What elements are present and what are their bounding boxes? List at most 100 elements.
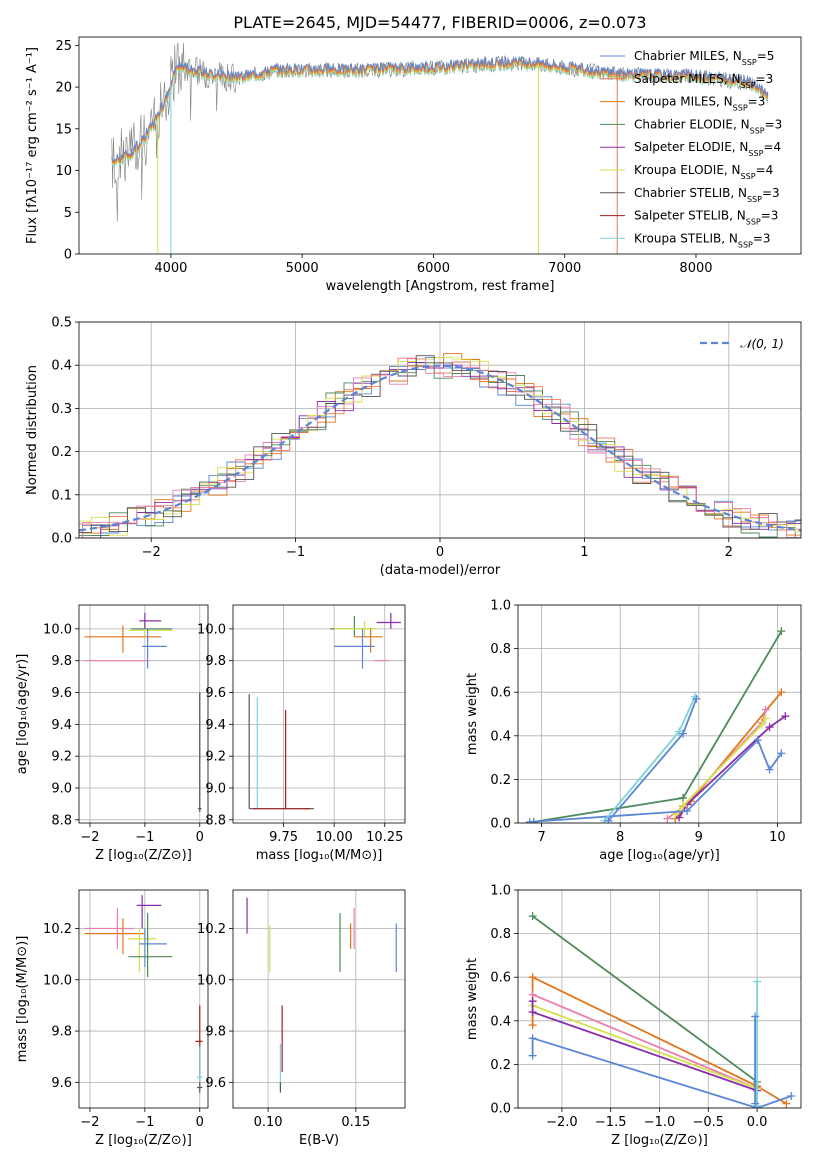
axes-frame <box>78 604 209 824</box>
plot-area <box>84 612 202 812</box>
plus-marker <box>753 736 762 745</box>
plot-area <box>248 612 401 810</box>
residuals-panel: −2 −1 0 1 2 0.0 0.1 0.2 0.3 0.4 0.5 (data-model)/er… <box>25 316 802 578</box>
x-tick-label: −1 <box>135 830 154 845</box>
plus-marker <box>604 816 613 823</box>
y-axis-label: Flux [fλ10⁻¹⁷ erg cm⁻² s⁻¹ A⁻¹] <box>25 47 40 244</box>
plot-area <box>246 897 397 1093</box>
mass-weight-line <box>531 1001 758 1092</box>
residuals-axes: −2 −1 0 1 2 0.0 0.1 0.2 0.3 0.4 0.5 (data-model)/er… <box>25 316 802 578</box>
plus-marker <box>525 817 534 823</box>
x-axis-label: wavelength [Angstrom, rest frame] <box>326 279 555 294</box>
y-tick-label: 25 <box>55 39 72 54</box>
legend-entry: Salpeter ELODIE, NSSP=4 <box>634 140 781 158</box>
legend-entry: Chabrier STELIB, NSSP=3 <box>634 186 780 204</box>
x-tick-label: 10.00 <box>316 830 353 845</box>
x-tick-label: −1.5 <box>595 1115 627 1130</box>
x-tick-label: 10 <box>769 830 786 845</box>
y-tick-label: 9.0 <box>205 781 226 796</box>
y-tick-label: 20 <box>55 81 72 96</box>
legend-entry: Salpeter STELIB, NSSP=3 <box>634 209 778 227</box>
plus-marker <box>663 814 672 823</box>
mass-vs-ebv-axes: 0.10 0.15 9.6 9.8 10.0 10.2 E(B-V) <box>197 889 406 1148</box>
legend-entry: Kroupa ELODIE, NSSP=4 <box>634 163 773 181</box>
y-tick-label: 10.2 <box>197 922 226 937</box>
age-vs-z-axes: −2 −1 0 8.8 9.0 9.2 9.4 9.6 9.8 10.0 Z [log₁₀(Z/Z⊙… <box>15 604 209 863</box>
x-tick-label: 8 <box>616 830 624 845</box>
axes-frame <box>78 889 209 1109</box>
y-tick-label: 0.8 <box>490 642 511 657</box>
normal-curve <box>79 364 801 532</box>
plus-marker <box>777 688 786 697</box>
spectrum-legend: Chabrier MILES, NSSP=5 Salpeter MILES, NS… <box>600 49 782 249</box>
y-tick-label: 1.0 <box>490 884 511 899</box>
y-tick-label: 0.0 <box>51 532 72 547</box>
plus-marker <box>679 729 688 738</box>
y-tick-label: 0 <box>64 248 72 263</box>
y-tick-label: 10.0 <box>197 973 226 988</box>
plus-marker <box>528 1034 537 1043</box>
age-vs-mass-axes: 9.75 10.00 10.25 8.8 9.0 9.2 9.4 9.6 9.8 10.0 mass… <box>197 604 406 863</box>
y-axis-label: mass weight <box>465 958 480 1040</box>
legend-entry: Kroupa MILES, NSSP=3 <box>634 95 765 113</box>
plus-marker <box>679 801 688 810</box>
model-spectrum-line <box>111 55 769 162</box>
x-axis-label: E(B-V) <box>299 1133 339 1148</box>
mass-weight-line <box>532 1004 758 1090</box>
y-tick-label: 0.2 <box>490 1058 511 1073</box>
y-tick-label: 9.4 <box>51 718 72 733</box>
plot-area <box>528 912 796 1108</box>
plus-marker <box>782 1099 791 1108</box>
y-tick-label: 10.2 <box>43 922 72 937</box>
y-tick-label: 0.0 <box>490 817 511 832</box>
x-axis-label: Z [log₁₀(Z/Z⊙)] <box>611 1133 708 1148</box>
axes-frame <box>78 36 802 255</box>
legend-entry: 𝒩(0, 1) <box>740 337 784 351</box>
plot-area <box>525 627 790 823</box>
y-tick-label: 10.0 <box>197 622 226 637</box>
x-tick-label: 1 <box>580 545 588 560</box>
legend-entry: Chabrier ELODIE, NSSP=3 <box>634 117 782 135</box>
y-axis-label: Normed distribution <box>25 365 40 495</box>
x-tick-label: 0 <box>436 545 444 560</box>
plus-marker <box>528 1021 537 1030</box>
axes-frame <box>232 889 406 1109</box>
legend-entry: Chabrier MILES, NSSP=5 <box>634 49 774 67</box>
y-tick-label: 0.3 <box>51 402 72 417</box>
y-tick-label: 8.8 <box>205 813 226 828</box>
residual-histogram <box>79 358 801 538</box>
x-tick-label: 4000 <box>154 261 187 276</box>
axes-frame <box>517 889 802 1109</box>
mass-vs-z-axes: −2 −1 0 9.6 9.8 10.0 10.2 Z [log₁₀(Z/Z⊙)] mass [… <box>15 889 209 1148</box>
plus-marker <box>528 997 537 1006</box>
plus-marker <box>765 723 774 732</box>
spectrum-panel: PLATE=2645, MJD=54477, FIBERID=0006, z=0… <box>25 13 802 294</box>
x-tick-label: 0.15 <box>341 1115 370 1130</box>
x-tick-label: 0.10 <box>254 1115 283 1130</box>
y-tick-label: 9.6 <box>205 1076 226 1091</box>
y-tick-label: 9.6 <box>51 1076 72 1091</box>
x-tick-label: 9.75 <box>269 830 298 845</box>
residual-histogram <box>79 361 801 538</box>
plus-marker <box>679 793 688 802</box>
plus-marker <box>683 807 692 816</box>
x-tick-label: −1 <box>286 545 305 560</box>
plot-area <box>111 42 769 254</box>
y-tick-label: 0.5 <box>51 316 72 331</box>
x-tick-label: −2 <box>80 830 99 845</box>
plus-marker <box>751 1099 760 1108</box>
plus-marker <box>777 749 786 758</box>
x-tick-label: 7000 <box>548 261 581 276</box>
y-tick-label: 0.6 <box>490 686 511 701</box>
residual-histogram <box>79 353 801 538</box>
y-tick-label: 0.1 <box>51 488 72 503</box>
x-tick-label: −0.5 <box>693 1115 725 1130</box>
y-tick-label: 9.8 <box>51 1025 72 1040</box>
y-tick-label: 9.2 <box>205 750 226 765</box>
plus-marker <box>761 705 770 714</box>
plus-marker <box>761 714 770 723</box>
legend-entry: Salpeter MILES, NSSP=3 <box>634 72 773 90</box>
y-tick-label: 9.8 <box>205 1025 226 1040</box>
legend-entry: Kroupa STELIB, NSSP=3 <box>634 231 771 249</box>
axes-frame <box>232 604 406 824</box>
